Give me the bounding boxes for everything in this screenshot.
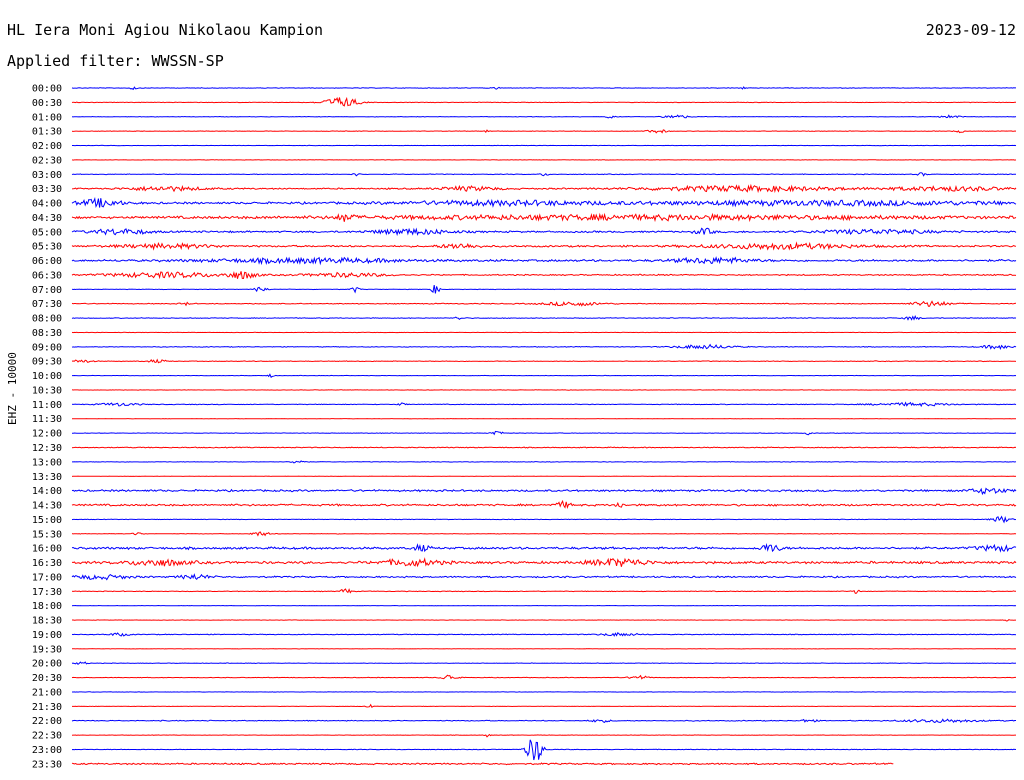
time-tick-label: 09:00 — [32, 342, 62, 353]
trace-line — [72, 430, 1017, 436]
time-tick-label: 06:30 — [32, 270, 62, 281]
time-tick-label: 20:30 — [32, 673, 62, 684]
trace-line — [71, 343, 1017, 351]
date-label: 2023-09-12 — [925, 21, 1016, 39]
time-tick-label: 06:00 — [32, 256, 62, 267]
trace-line — [71, 632, 1017, 637]
trace-line — [71, 446, 1017, 449]
time-tick-label: 13:30 — [32, 472, 62, 483]
trace-line — [71, 114, 1017, 119]
time-tick-label: 11:30 — [32, 414, 62, 425]
trace-line — [71, 212, 1017, 223]
trace-line — [71, 129, 1017, 134]
time-tick-label: 22:00 — [32, 716, 62, 727]
trace-line — [71, 531, 1017, 537]
time-tick-label: 01:00 — [32, 112, 62, 123]
time-tick-label: 10:00 — [32, 371, 62, 382]
filter-label: Applied filter: WWSSN-SP — [7, 52, 224, 70]
trace-line — [71, 733, 1016, 738]
time-tick-label: 18:30 — [32, 616, 62, 627]
trace-line — [71, 573, 1017, 581]
trace-line — [71, 96, 1016, 107]
trace-line — [71, 739, 1017, 761]
time-tick-label: 17:30 — [32, 587, 62, 598]
trace-line — [71, 183, 1017, 194]
time-tick-label: 09:30 — [32, 357, 62, 368]
trace-line — [71, 499, 1017, 509]
time-tick-label: 17:00 — [32, 572, 62, 583]
trace-line — [71, 285, 1017, 294]
time-tick-label: 08:00 — [32, 314, 62, 325]
trace-line — [71, 762, 894, 766]
time-tick-label: 15:00 — [32, 515, 62, 526]
time-tick-label: 10:30 — [32, 385, 62, 396]
time-tick-label: 00:00 — [32, 84, 62, 95]
trace-line — [72, 619, 1016, 622]
trace-line — [71, 674, 1016, 680]
time-tick-label: 18:00 — [32, 601, 62, 612]
time-tick-label: 12:30 — [32, 443, 62, 454]
station-title: HL Iera Moni Agiou Nikolaou Kampion — [7, 21, 324, 39]
time-tick-label: 21:30 — [32, 702, 62, 713]
time-tick-label: 02:00 — [32, 141, 62, 152]
time-tick-label: 00:30 — [32, 98, 62, 109]
time-tick-label: 12:00 — [32, 429, 62, 440]
time-tick-label: 05:00 — [32, 227, 62, 238]
trace-line — [71, 197, 1017, 208]
trace-line — [72, 373, 1017, 378]
trace-line — [71, 241, 1017, 251]
trace-line — [71, 401, 1017, 408]
trace-line — [71, 315, 1017, 321]
time-tick-label: 14:00 — [32, 486, 62, 497]
time-tick-label: 03:00 — [32, 170, 62, 181]
time-tick-label: 11:00 — [32, 400, 62, 411]
time-tick-label: 20:00 — [32, 659, 62, 670]
time-tick-label: 04:00 — [32, 199, 62, 210]
trace-line — [71, 542, 1017, 553]
time-tick-label: 02:30 — [32, 155, 62, 166]
trace-line — [71, 661, 1017, 665]
trace-line — [71, 172, 1016, 177]
time-tick-label: 19:30 — [32, 644, 62, 655]
trace-line — [71, 718, 1016, 724]
time-tick-label: 16:30 — [32, 558, 62, 569]
trace-line — [71, 256, 1017, 266]
time-tick-label: 14:30 — [32, 501, 62, 512]
time-tick-label: 07:00 — [32, 285, 62, 296]
time-tick-label: 23:00 — [32, 745, 62, 756]
time-tick-label: 08:30 — [32, 328, 62, 339]
time-tick-label: 21:00 — [32, 687, 62, 698]
trace-line — [71, 557, 1017, 568]
time-tick-label: 23:30 — [32, 759, 62, 770]
trace-line — [72, 460, 1017, 464]
trace-line — [71, 515, 1017, 524]
time-tick-label: 15:30 — [32, 529, 62, 540]
time-tick-label: 05:30 — [32, 242, 62, 253]
time-tick-label: 16:00 — [32, 544, 62, 555]
trace-line — [71, 227, 1017, 237]
time-tick-label: 04:30 — [32, 213, 62, 224]
trace-line — [71, 86, 1016, 91]
time-tick-label: 13:00 — [32, 457, 62, 468]
time-tick-label: 01:30 — [32, 127, 62, 138]
trace-line — [71, 588, 1016, 594]
trace-line — [71, 487, 1017, 496]
time-tick-label: 03:30 — [32, 184, 62, 195]
trace-line — [71, 271, 1017, 280]
time-tick-label: 22:30 — [32, 731, 62, 742]
trace-line — [72, 703, 1017, 709]
time-tick-label: 07:30 — [32, 299, 62, 310]
time-tick-label: 19:00 — [32, 630, 62, 641]
trace-line — [71, 300, 1017, 307]
trace-line — [71, 358, 1017, 364]
